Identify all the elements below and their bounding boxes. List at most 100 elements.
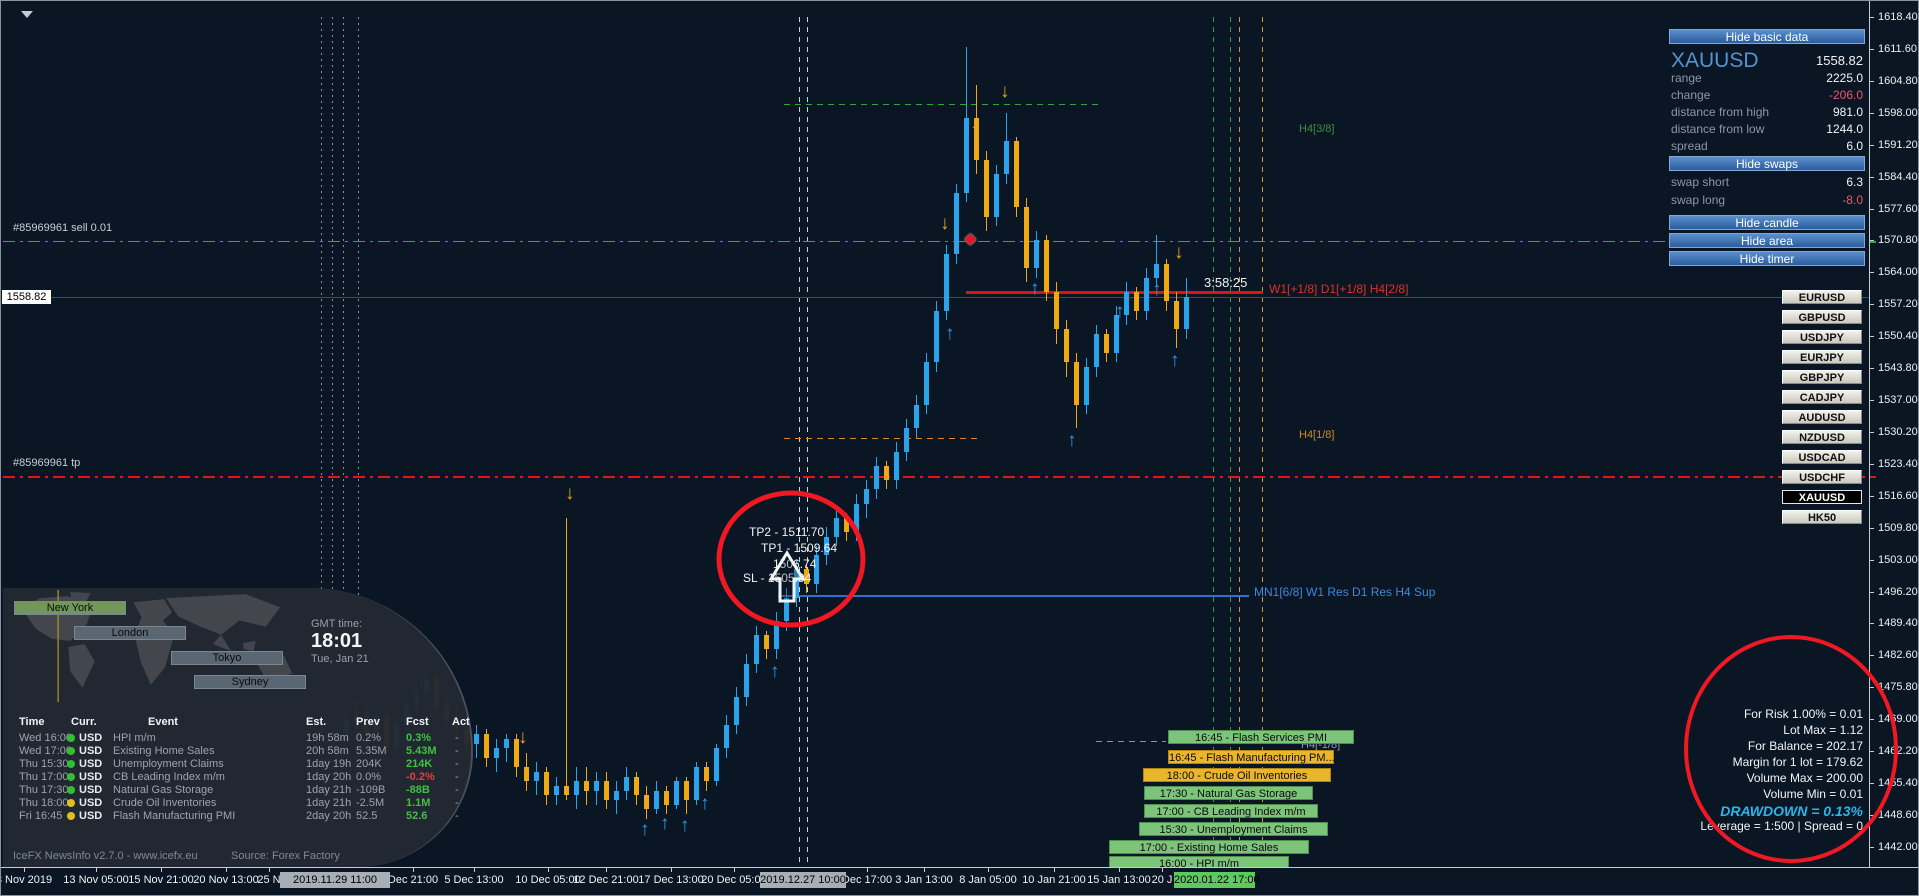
price-tick-label: 1557.20 [1878, 298, 1918, 311]
news-cell: Wed 16:00 [19, 732, 73, 744]
buy-signal-arrow-icon: ↑ [1115, 301, 1125, 322]
price-axis[interactable]: 1618.40 1611.60 1604.80 1598.00 1591.20 1584.… [1869, 1, 1918, 867]
hide-timer-button[interactable]: Hide timer [1669, 251, 1865, 266]
candle-body [774, 621, 779, 650]
news-col-header: Act [452, 716, 470, 728]
candle-body [954, 193, 959, 255]
time-tick-label: 20 Dec 05:00 [701, 874, 767, 886]
stat-value: 981.0 [1832, 105, 1863, 119]
candle-body [1184, 297, 1189, 330]
symbol-button-hk50[interactable]: HK50 [1782, 510, 1862, 524]
risk-row: For Balance = 202.17 [1747, 739, 1863, 753]
price-tick-label: 1482.60 [1878, 649, 1918, 662]
news-cell: 5.43M [406, 745, 437, 757]
price-tick-label: 1509.80 [1878, 521, 1918, 534]
candle-body [504, 738, 509, 749]
candle-body [624, 776, 629, 791]
gmt-time: 18:01 [311, 630, 363, 652]
symbol-button-eurjpy[interactable]: EURJPY [1782, 350, 1862, 364]
newsinfo-panel: New York London Tokyo Sydney GMT time: 18:0… [3, 588, 473, 867]
news-cell: USD [79, 797, 103, 809]
stat-label: spread [1671, 139, 1708, 153]
vertical-time-line [1213, 17, 1214, 867]
candle-body [474, 734, 479, 744]
hide-area-button[interactable]: Hide area [1669, 233, 1865, 248]
symbol-button-cadjpy[interactable]: CADJPY [1782, 390, 1862, 404]
candle-body [534, 771, 539, 782]
news-cell: 5.35M [356, 745, 387, 757]
buy-signal-arrow-icon: ↑ [1067, 430, 1077, 451]
drawdown-value: DRAWDOWN = 0.13% [1720, 803, 1863, 819]
price-tick-label: 1469.00 [1878, 713, 1918, 726]
symbol-button-usdchf[interactable]: USDCHF [1782, 470, 1862, 484]
news-cell: 0.3% [406, 732, 432, 744]
candle-body [844, 517, 849, 532]
candle-body [1094, 334, 1099, 368]
candle-body [1134, 291, 1139, 311]
time-tick-label: 8 Nov 2019 [0, 874, 53, 886]
buy-signal-arrow-icon: ↑ [770, 661, 780, 682]
candle-body [584, 781, 589, 791]
news-cell: 19h 58m [306, 732, 349, 744]
sell-signal-arrow-icon: ↓ [1174, 242, 1184, 263]
symbol-button-usdcad[interactable]: USDCAD [1782, 450, 1862, 464]
price-tick-label: 1530.20 [1878, 425, 1918, 438]
candle-body [654, 790, 659, 810]
candle-body [1034, 240, 1039, 269]
news-cell: USD [79, 732, 103, 744]
candle-body [1154, 263, 1159, 278]
buy-signal-arrow-icon: ↑ [1152, 279, 1162, 300]
vertical-time-line [332, 17, 333, 867]
event-strip: 17:30 - Natural Gas Storage [1144, 786, 1313, 800]
time-tick-label: 13 Nov 05:00 [63, 874, 129, 886]
price-tick [1870, 815, 1874, 816]
symbol-button-usdjpy[interactable]: USDJPY [1782, 330, 1862, 344]
candle-body [1064, 329, 1069, 363]
news-cell: - [455, 771, 459, 783]
symbol-button-audusd[interactable]: AUDUSD [1782, 410, 1862, 424]
symbol-button-gbpusd[interactable]: GBPUSD [1782, 310, 1862, 324]
stat-label: change [1671, 88, 1711, 102]
buy-signal-arrow-icon: ↑ [660, 813, 670, 834]
candle-body [714, 748, 719, 782]
news-cell: 1day 19h [306, 758, 352, 770]
price-tick [1870, 719, 1874, 721]
time-tick-label: 12 Dec 21:00 [573, 874, 639, 886]
news-cell: - [455, 784, 459, 796]
price-tick [1870, 400, 1874, 402]
sell-signal-arrow-icon: ↓ [518, 727, 528, 748]
chart-shift-marker-icon[interactable] [21, 11, 33, 18]
risk-row: For Risk 1.00% = 0.01 [1743, 707, 1863, 721]
news-cell: - [455, 732, 459, 744]
stat-value: -206.0 [1828, 88, 1863, 102]
symbol-button-xauusd[interactable]: XAUUSD [1782, 490, 1862, 504]
candle-body [924, 362, 929, 405]
candle-body [744, 663, 749, 697]
candle-body [1024, 207, 1029, 269]
risk-row: Margin for 1 lot = 179.62 [1732, 755, 1863, 769]
murrey-gray [1096, 740, 1166, 742]
swap-value: -8.0 [1842, 193, 1863, 207]
time-tick-label: 15 Jan 13:00 [1087, 874, 1151, 886]
symbol-button-eurusd[interactable]: EURUSD [1782, 290, 1862, 304]
current-price-tag: 1558.82 [2, 290, 51, 305]
candle-body [704, 767, 709, 782]
symbol-button-gbpjpy[interactable]: GBPJPY [1782, 370, 1862, 384]
symbol-button-nzdusd[interactable]: NZDUSD [1782, 430, 1862, 444]
sell-signal-arrow-icon: ↓ [1000, 81, 1010, 102]
buy-signal-arrow-icon: ↑ [945, 323, 955, 344]
candle-body [524, 767, 529, 782]
vertical-time-line [1230, 17, 1231, 867]
buy-signal-arrow-icon: ↑ [1170, 350, 1180, 371]
time-tick-label: Dec 21:00 [387, 874, 439, 886]
hide-basic-data-button[interactable]: Hide basic data [1669, 29, 1865, 44]
hide-candle-button[interactable]: Hide candle [1669, 215, 1865, 230]
news-cell: Thu 17:30 [19, 784, 69, 796]
news-cell: 52.5 [356, 810, 378, 822]
hide-swaps-button[interactable]: Hide swaps [1669, 156, 1865, 171]
news-cell: - [455, 745, 459, 757]
time-axis[interactable]: 8 Nov 2019 13 Nov 05:00 15 Nov 21:00 20 Nov… [0, 867, 1918, 895]
price-tick-label: 1489.40 [1878, 617, 1918, 630]
candle-body [684, 781, 689, 801]
